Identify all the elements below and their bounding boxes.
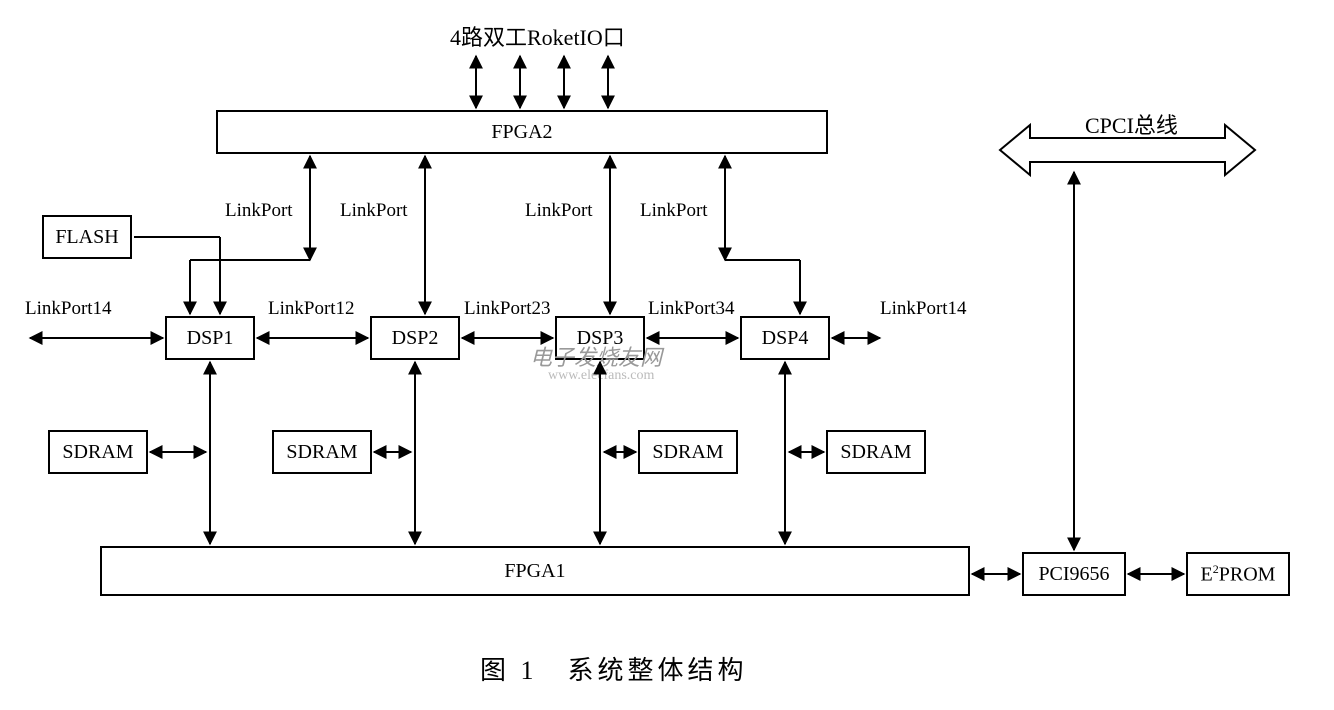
linkport12-label: LinkPort12 xyxy=(268,298,355,320)
linkport-label-2: LinkPort xyxy=(340,200,408,222)
sdram1-label: SDRAM xyxy=(62,441,133,464)
sdram4-box: SDRAM xyxy=(826,430,926,474)
dsp4-label: DSP4 xyxy=(762,327,809,350)
e2prom-label: E2PROM xyxy=(1201,562,1276,587)
sdram3-box: SDRAM xyxy=(638,430,738,474)
fpga1-label: FPGA1 xyxy=(504,560,565,583)
dsp3-label: DSP3 xyxy=(577,327,624,350)
dsp2-label: DSP2 xyxy=(392,327,439,350)
e2prom-box: E2PROM xyxy=(1186,552,1290,596)
fpga1-box: FPGA1 xyxy=(100,546,970,596)
linkport-label-1: LinkPort xyxy=(225,200,293,222)
flash-label: FLASH xyxy=(55,226,118,249)
sdram3-label: SDRAM xyxy=(652,441,723,464)
linkport34-label: LinkPort34 xyxy=(648,298,735,320)
fpga2-label: FPGA2 xyxy=(491,121,552,144)
rocketio-title: 4路双工RoketIO口 xyxy=(450,20,625,52)
linkport-label-4: LinkPort xyxy=(640,200,708,222)
dsp1-box: DSP1 xyxy=(165,316,255,360)
dsp4-box: DSP4 xyxy=(740,316,830,360)
dsp3-box: DSP3 xyxy=(555,316,645,360)
linkport14-right-label: LinkPort14 xyxy=(880,298,967,320)
dsp2-box: DSP2 xyxy=(370,316,460,360)
fpga2-box: FPGA2 xyxy=(216,110,828,154)
linkport23-label: LinkPort23 xyxy=(464,298,551,320)
cpci-bus-label: CPCI总线 xyxy=(1085,108,1178,140)
linkport-label-3: LinkPort xyxy=(525,200,593,222)
sdram1-box: SDRAM xyxy=(48,430,148,474)
sdram2-label: SDRAM xyxy=(286,441,357,464)
watermark-url: www.elecfans.com xyxy=(548,368,654,384)
pci9656-label: PCI9656 xyxy=(1038,563,1109,586)
pci9656-box: PCI9656 xyxy=(1022,552,1126,596)
sdram2-box: SDRAM xyxy=(272,430,372,474)
linkport14-left-label: LinkPort14 xyxy=(25,298,112,320)
flash-box: FLASH xyxy=(42,215,132,259)
dsp1-label: DSP1 xyxy=(187,327,234,350)
sdram4-label: SDRAM xyxy=(840,441,911,464)
figure-caption: 图 1 系统整体结构 xyxy=(480,650,748,687)
